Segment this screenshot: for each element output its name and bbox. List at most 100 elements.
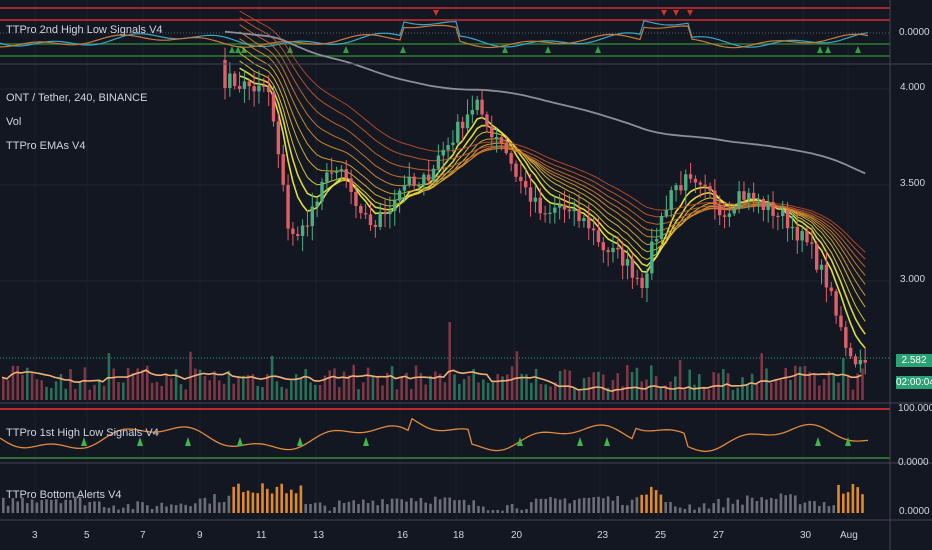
candle-body [286,184,290,229]
alert-bar [602,498,605,513]
volume-bar [342,371,346,400]
volume-bar [702,386,706,400]
alert-bar [141,502,144,513]
volume-bar [318,385,322,400]
alert-bar [453,500,456,513]
candle-body [368,214,373,226]
bar-countdown-tag: 02:00:04 [896,376,932,389]
alert-bar [11,498,15,513]
volume-bar [198,369,202,400]
alert-bar [395,498,399,513]
time-axis-label: 25 [655,530,667,541]
volume-bar [630,371,634,400]
buy-signal-marker [185,437,191,446]
volume-bar [563,369,567,400]
volume-bar [611,379,615,400]
volume-bar [357,389,360,400]
price-axis-label: 3.500 [900,178,926,189]
volume-bar [405,372,408,400]
candle-body [795,226,799,241]
volume-bar [400,377,403,400]
candle-body [805,231,809,243]
candle-body [761,198,766,210]
candle-body [257,85,261,92]
alert-bar [510,503,514,513]
alert-bar [160,502,163,513]
alert-bar [611,500,615,513]
volume-label[interactable]: Vol [6,116,22,128]
volume-bar [275,381,279,400]
time-axis-label: 9 [197,530,203,541]
volume-bar [602,374,605,400]
time-axis-label: 3 [32,530,38,541]
volume-bar [755,383,759,400]
grid-lines [0,0,890,520]
volume-bar [798,366,802,400]
volume-bar [510,366,514,400]
alert-bar [837,484,840,513]
alert-bar [261,483,264,513]
candle-body [650,241,654,274]
volume-bar [664,385,667,400]
alert-bar [2,497,5,513]
volume-bar [6,380,10,400]
volume-bar [722,368,725,400]
buy-signal-marker [595,46,601,53]
volume-bar [98,379,101,400]
alert-bar [54,499,58,513]
volume-bar [770,383,773,400]
top-indicator-label[interactable]: TTPro 2nd High Low Signals V4 [6,24,163,36]
volume-bar [592,372,595,400]
ema-label[interactable]: TTPro EMAs V4 [6,140,86,152]
candle-body [460,121,465,129]
candle-body [528,187,533,202]
volume-bar [117,382,120,400]
alert-bar [213,494,216,513]
volume-bar [731,389,735,400]
symbol-title[interactable]: ONT / Tether, 240, BINANCE [6,92,148,104]
volume-bar [539,384,543,400]
volume-bar [414,365,418,400]
candle-body [640,277,644,289]
volume-bar [477,382,480,400]
candle-body [397,190,402,201]
candle-body [781,209,785,216]
buy-signal-marker [363,437,369,446]
alert-bar [678,507,682,513]
alert-bar [342,503,346,513]
candle-body [252,86,256,92]
alert-bar [803,502,807,513]
candle-body [315,201,319,207]
ema-line [239,31,866,276]
volume-bar [803,365,807,400]
alert-bar [112,505,115,513]
alert-bar [693,509,696,513]
alert-bar [582,497,586,513]
alert-bar [386,504,389,513]
volume-bar [688,369,691,400]
alert-bar [458,500,461,513]
candle-body [291,228,295,235]
candle-body [470,110,475,115]
buy-signal-marker [81,437,87,446]
buy-signal-marker [297,437,303,446]
volume-bar [347,375,351,400]
candle-body [693,178,698,183]
candle-body [557,204,562,208]
time-axis-label: 27 [713,530,725,541]
volume-bar [626,365,629,400]
candle-body [635,277,639,279]
candle-body [713,190,717,205]
bottom-alerts-label[interactable]: TTPro Bottom Alerts V4 [6,489,122,501]
candle-body [718,204,722,216]
volume-bar [141,369,144,400]
signals-label[interactable]: TTPro 1st High Low Signals V4 [6,427,159,439]
candle-body [654,239,659,242]
candle-body [276,121,281,155]
alert-bar [563,498,567,513]
candle-body [242,81,247,89]
alert-bar [179,503,183,513]
candle-body [446,145,450,150]
volume-bar [280,386,283,400]
volume-bar [827,371,831,400]
